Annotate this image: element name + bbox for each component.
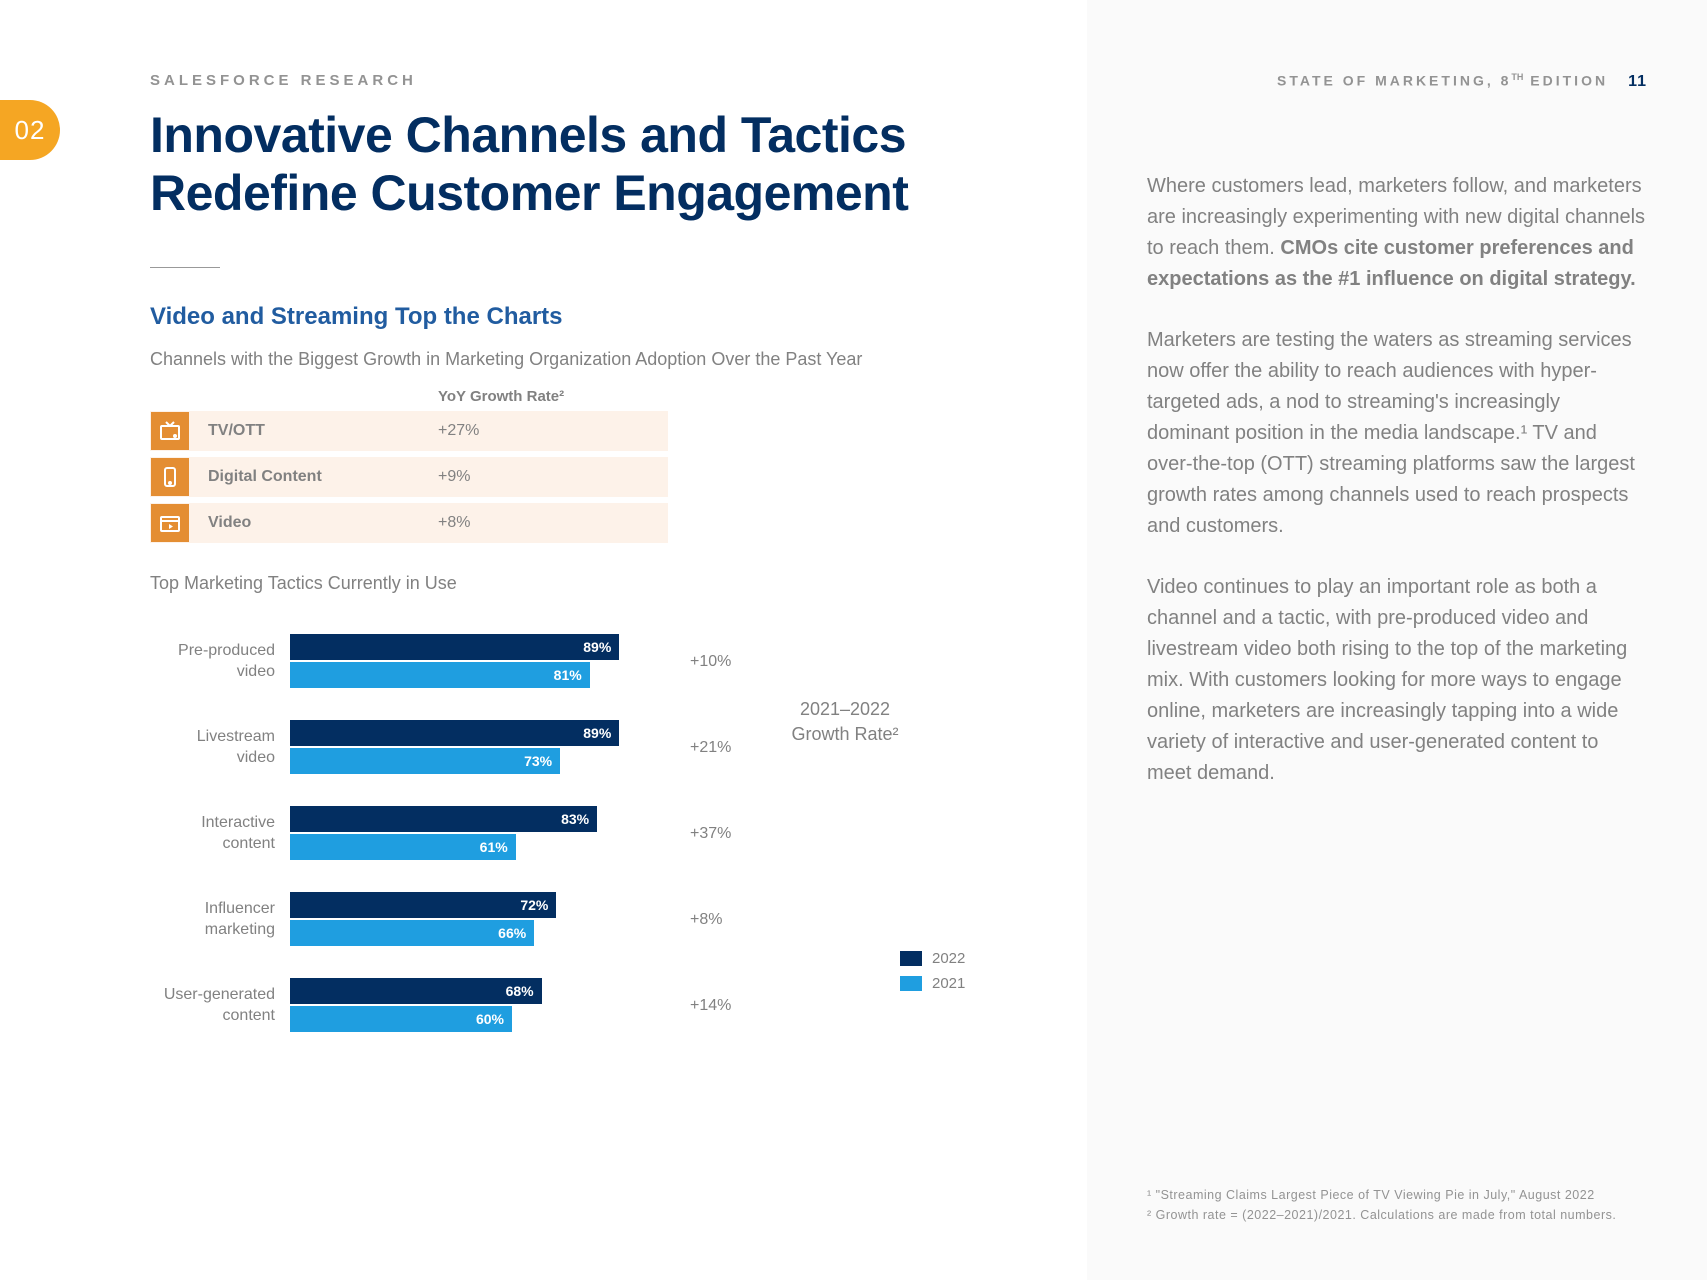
growth-value: +37% xyxy=(690,825,731,843)
yoy-growth-label: YoY Growth Rate² xyxy=(438,388,950,405)
bar-2021: 81% xyxy=(290,662,590,688)
body-paragraph-1: Where customers lead, marketers follow, … xyxy=(1147,171,1647,295)
bar-pair: 68%60% xyxy=(290,978,660,1034)
legend-swatch-2021 xyxy=(900,976,922,991)
bar-group: User-generatedcontent68%60% +14% xyxy=(150,978,950,1034)
bar-2022: 89% xyxy=(290,634,619,660)
bar-2022: 89% xyxy=(290,720,619,746)
report-name-pre: STATE OF MARKETING, 8 xyxy=(1277,73,1511,89)
bar-group: Pre-producedvideo89%81% +10% xyxy=(150,634,950,690)
bar-2022: 68% xyxy=(290,978,542,1004)
bar-2021: 61% xyxy=(290,834,516,860)
report-header: STATE OF MARKETING, 8TH EDITION 11 xyxy=(1147,72,1647,91)
eyebrow-label: SALESFORCE RESEARCH xyxy=(150,72,950,89)
video-icon xyxy=(151,504,189,542)
growth-value: +8% xyxy=(690,911,722,929)
bar-pair: 89%81% xyxy=(290,634,660,690)
growth-value: +14% xyxy=(690,997,731,1015)
bar-2021: 66% xyxy=(290,920,534,946)
page-title: Innovative Channels and Tactics Redefine… xyxy=(150,107,950,222)
tactics-bar-chart: Pre-producedvideo89%81%+10%Livestreamvid… xyxy=(150,634,950,1034)
tactics-caption: Top Marketing Tactics Currently in Use xyxy=(150,573,950,594)
bar-2022: 72% xyxy=(290,892,556,918)
bar-group: Interactivecontent83%61% +37% xyxy=(150,806,950,862)
bar-label: Pre-producedvideo xyxy=(150,641,290,683)
bar-2021: 60% xyxy=(290,1006,512,1032)
body-paragraph-2: Marketers are testing the waters as stre… xyxy=(1147,325,1647,542)
channel-label: Video xyxy=(208,514,438,532)
footnote-2: ² Growth rate = (2022–2021)/2021. Calcul… xyxy=(1147,1205,1647,1225)
phone-icon xyxy=(151,458,189,496)
bar-label: Livestreamvideo xyxy=(150,727,290,769)
bar-pair: 72%66% xyxy=(290,892,660,948)
bar-pair: 83%61% xyxy=(290,806,660,862)
bar-2022: 83% xyxy=(290,806,597,832)
footnote-1: ¹ "Streaming Claims Largest Piece of TV … xyxy=(1147,1185,1647,1205)
right-panel: STATE OF MARKETING, 8TH EDITION 11 Where… xyxy=(1087,0,1707,1280)
bar-label: User-generatedcontent xyxy=(150,985,290,1027)
legend-swatch-2022 xyxy=(900,951,922,966)
page-number: 11 xyxy=(1628,73,1647,91)
footnotes: ¹ "Streaming Claims Largest Piece of TV … xyxy=(1147,1185,1647,1225)
bar-group: Influencermarketing72%66% +8% xyxy=(150,892,950,948)
channel-row: Video+8% xyxy=(150,503,668,543)
channel-label: Digital Content xyxy=(208,468,438,486)
legend-item-2021: 2021 xyxy=(900,975,965,992)
channel-row: TV/OTT+27% xyxy=(150,411,668,451)
body-paragraph-3: Video continues to play an important rol… xyxy=(1147,572,1647,789)
left-column: SALESFORCE RESEARCH Innovative Channels … xyxy=(150,72,950,1064)
growth-value: +21% xyxy=(690,739,731,757)
bar-pair: 89%73% xyxy=(290,720,660,776)
report-name-post: EDITION xyxy=(1523,73,1608,89)
bar-label: Interactivecontent xyxy=(150,813,290,855)
channel-value: +27% xyxy=(438,422,479,440)
section-caption: Channels with the Biggest Growth in Mark… xyxy=(150,346,950,373)
bar-group: Livestreamvideo89%73% +21% xyxy=(150,720,950,776)
growth-value: +10% xyxy=(690,653,731,671)
channel-row: Digital Content+9% xyxy=(150,457,668,497)
legend-label-2021: 2021 xyxy=(932,975,965,992)
channel-label: TV/OTT xyxy=(208,422,438,440)
chart-legend: 2022 2021 xyxy=(900,950,965,1000)
bar-label: Influencermarketing xyxy=(150,899,290,941)
report-name-sup: TH xyxy=(1511,72,1523,82)
channel-value: +8% xyxy=(438,514,470,532)
section-number-badge: 02 xyxy=(0,100,60,160)
tv-icon xyxy=(151,412,189,450)
legend-label-2022: 2022 xyxy=(932,950,965,967)
section-heading: Video and Streaming Top the Charts xyxy=(150,303,950,331)
legend-item-2022: 2022 xyxy=(900,950,965,967)
bar-2021: 73% xyxy=(290,748,560,774)
divider xyxy=(150,267,220,268)
channel-value: +9% xyxy=(438,468,470,486)
